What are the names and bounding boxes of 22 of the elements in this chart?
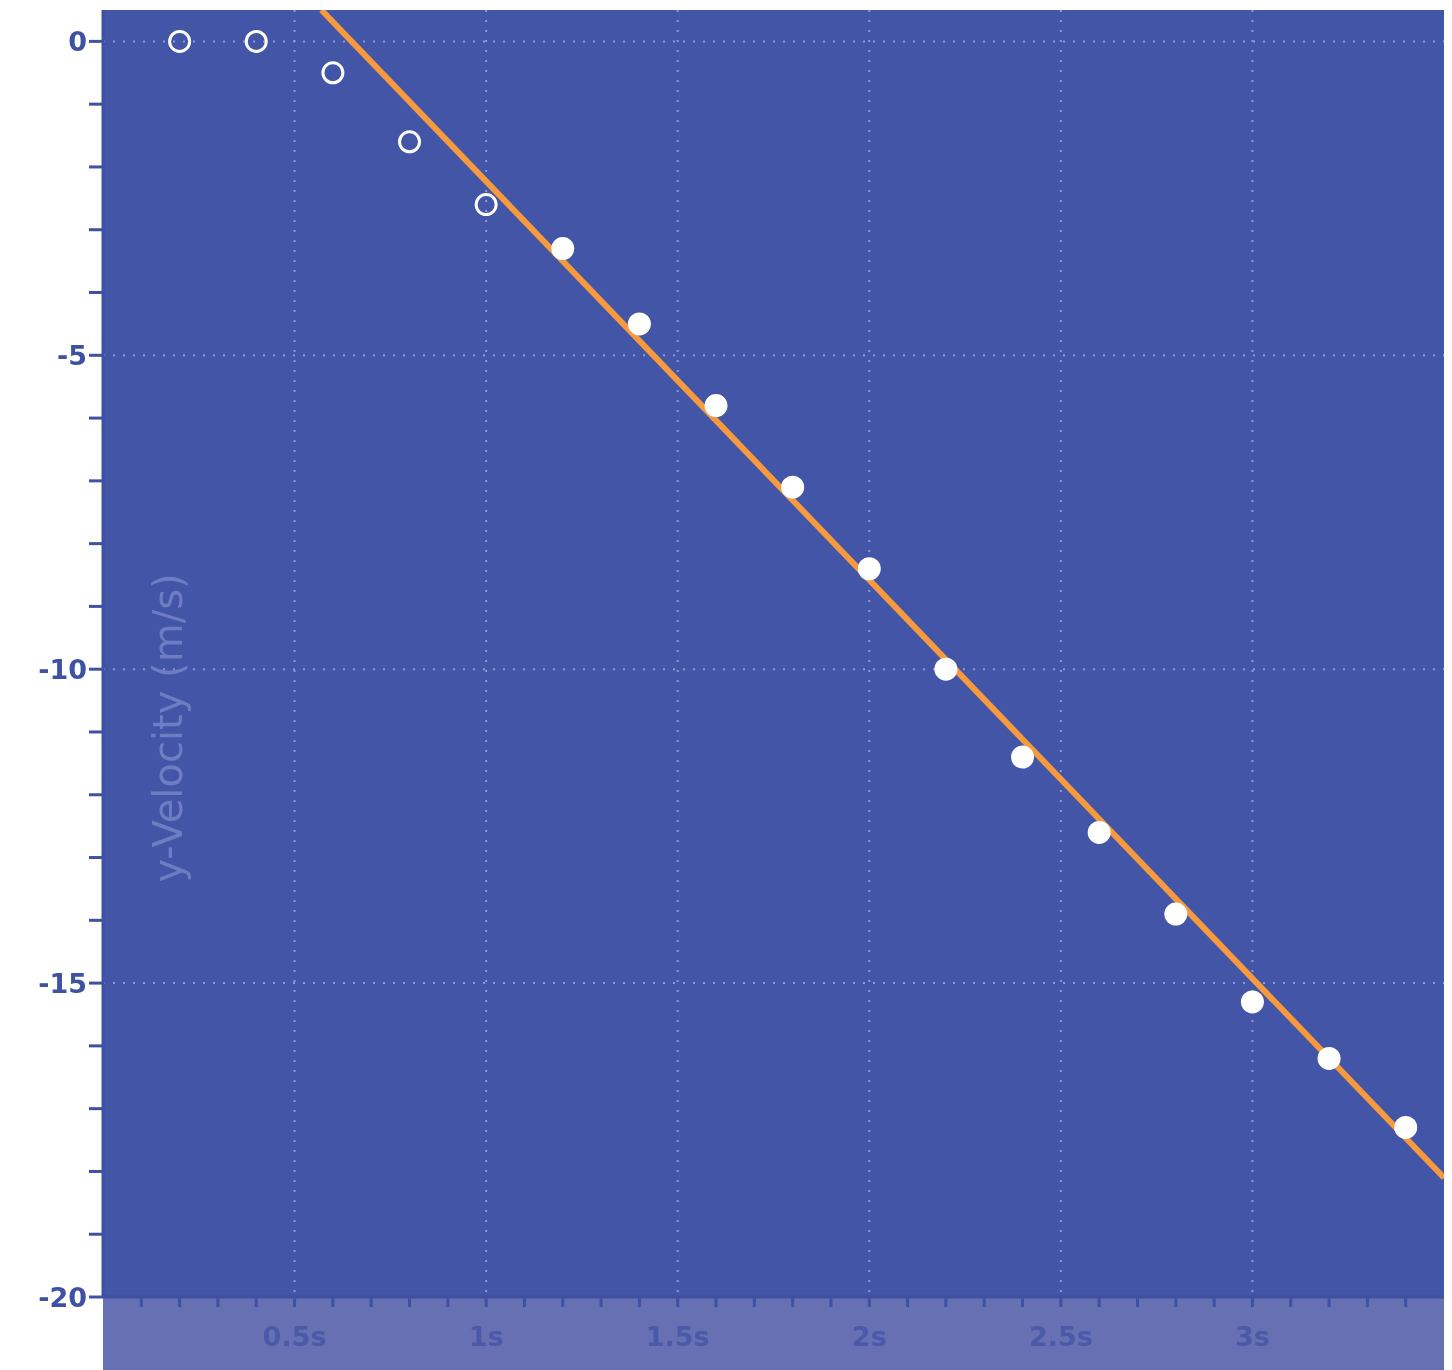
point [474, 193, 498, 217]
y-tick-label: -15 [38, 967, 87, 999]
point [857, 557, 881, 581]
point [1317, 1046, 1341, 1070]
y-tick-label: 0 [68, 25, 87, 57]
point [168, 29, 192, 53]
point [704, 394, 728, 418]
y-tick-label: -5 [57, 339, 87, 371]
point [551, 237, 575, 261]
point [244, 29, 268, 53]
point [321, 61, 345, 85]
point [1164, 902, 1188, 926]
point [1011, 745, 1035, 769]
point [1240, 990, 1264, 1014]
y-tick-label: -10 [38, 653, 87, 685]
y-tick-label: -20 [38, 1281, 87, 1313]
point [1394, 1115, 1418, 1139]
point [1087, 820, 1111, 844]
point [934, 657, 958, 681]
point [781, 475, 805, 499]
point [398, 130, 422, 154]
point [627, 312, 651, 336]
